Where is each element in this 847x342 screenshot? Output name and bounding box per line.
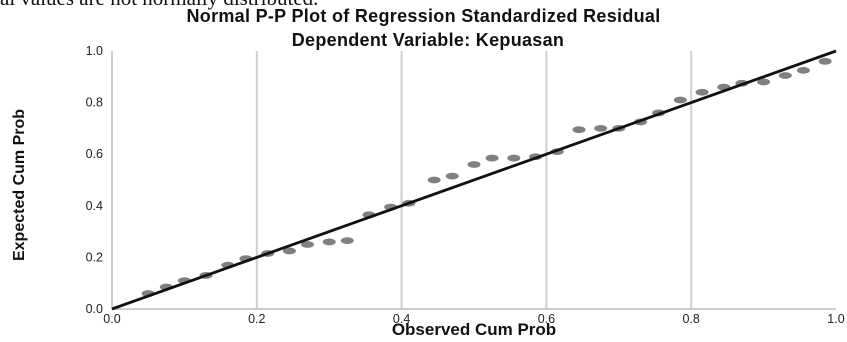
x-tick-label-5: 1.0 bbox=[827, 312, 844, 326]
y-axis-label: Expected Cum Prob bbox=[11, 109, 28, 261]
y-tick-label-4: 0.8 bbox=[86, 96, 103, 110]
x-axis-label: Observed Cum Prob bbox=[392, 320, 556, 339]
data-point-14 bbox=[427, 176, 441, 184]
data-point-31 bbox=[778, 72, 792, 79]
y-tick-label-1: 0.2 bbox=[86, 250, 103, 264]
x-tick-label-0: 0.0 bbox=[103, 312, 120, 326]
y-tick-label-5: 1.0 bbox=[86, 44, 103, 58]
grid-lines bbox=[111, 51, 836, 310]
reference-line-group bbox=[111, 49, 837, 311]
data-point-33 bbox=[818, 57, 832, 65]
data-point-26 bbox=[673, 96, 687, 104]
chart-subtitle: Dependent Variable: Kepuasan bbox=[291, 30, 565, 50]
data-point-8 bbox=[300, 241, 314, 248]
x-tick-label-3: 0.6 bbox=[538, 312, 555, 326]
cut-off-caption-text: al values are not normally distributed. bbox=[0, 0, 847, 9]
data-point-27 bbox=[695, 88, 709, 96]
y-tick-label-2: 0.4 bbox=[86, 199, 103, 213]
data-point-7 bbox=[282, 247, 296, 255]
data-point-22 bbox=[594, 124, 608, 132]
x-tick-label-4: 0.8 bbox=[683, 312, 700, 326]
y-tick-label-0: 0.0 bbox=[86, 302, 103, 316]
data-point-10 bbox=[340, 237, 354, 245]
data-point-15 bbox=[445, 172, 459, 180]
data-point-17 bbox=[485, 154, 499, 162]
data-point-9 bbox=[322, 238, 336, 246]
data-point-30 bbox=[757, 78, 771, 86]
data-point-18 bbox=[507, 154, 521, 162]
data-point-32 bbox=[796, 66, 810, 74]
axis-ticks: 0.0 0.2 0.4 0.6 0.8 1.0 0.0 0.2 0.4 0.6 0.8 1.0 bbox=[86, 44, 845, 326]
data-point-21 bbox=[572, 126, 586, 134]
chart-title: Normal P-P Plot of Regression Standardiz… bbox=[186, 6, 661, 26]
x-tick-label-1: 0.2 bbox=[248, 312, 265, 326]
x-tick-label-2: 0.4 bbox=[393, 312, 410, 326]
y-tick-label-3: 0.6 bbox=[86, 147, 103, 161]
reference-line bbox=[111, 49, 837, 311]
data-point-16 bbox=[467, 161, 481, 168]
